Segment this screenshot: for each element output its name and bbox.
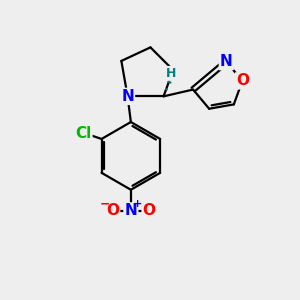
Text: Cl: Cl [75,126,92,141]
Text: O: O [142,203,156,218]
Text: +: + [133,200,142,209]
Text: O: O [236,74,249,88]
Text: O: O [106,203,119,218]
Text: H: H [166,67,176,80]
Text: −: − [100,197,110,210]
Text: N: N [121,89,134,104]
Text: N: N [124,203,137,218]
Text: N: N [220,54,233,69]
